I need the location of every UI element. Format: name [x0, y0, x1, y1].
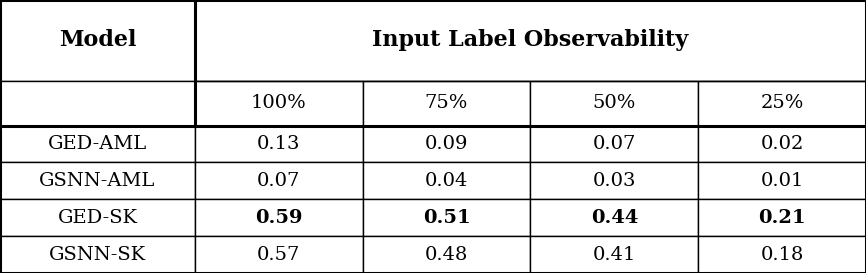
Bar — [530, 236, 698, 273]
Text: 0.01: 0.01 — [760, 172, 804, 190]
Text: Input Label Observability: Input Label Observability — [372, 29, 688, 51]
Bar — [530, 199, 698, 236]
Text: GED-SK: GED-SK — [57, 209, 138, 227]
Bar — [0, 81, 195, 126]
Text: 0.04: 0.04 — [425, 172, 469, 190]
Text: 0.07: 0.07 — [257, 172, 301, 190]
Bar — [195, 0, 866, 81]
Text: 0.02: 0.02 — [760, 135, 804, 153]
Text: 0.41: 0.41 — [592, 246, 636, 263]
Text: 0.03: 0.03 — [592, 172, 636, 190]
Text: Model: Model — [59, 29, 136, 51]
Bar — [363, 199, 530, 236]
Bar — [363, 236, 530, 273]
Bar — [0, 162, 195, 199]
Text: 25%: 25% — [760, 94, 804, 112]
Bar — [530, 162, 698, 199]
Text: GSNN-SK: GSNN-SK — [48, 246, 146, 263]
Text: 50%: 50% — [592, 94, 636, 112]
Bar — [530, 126, 698, 162]
Bar — [530, 81, 698, 126]
Text: 0.57: 0.57 — [257, 246, 301, 263]
Text: 75%: 75% — [425, 94, 469, 112]
Bar — [363, 162, 530, 199]
Bar — [195, 126, 363, 162]
Text: 0.44: 0.44 — [591, 209, 638, 227]
Text: 0.07: 0.07 — [592, 135, 636, 153]
Text: GED-AML: GED-AML — [48, 135, 147, 153]
Bar — [195, 199, 363, 236]
Bar — [0, 199, 195, 236]
Text: 0.18: 0.18 — [760, 246, 804, 263]
Bar — [0, 0, 195, 81]
Bar — [698, 162, 866, 199]
Bar — [195, 162, 363, 199]
Text: GSNN-AML: GSNN-AML — [39, 172, 156, 190]
Text: 0.09: 0.09 — [425, 135, 469, 153]
Bar — [195, 236, 363, 273]
Bar — [363, 126, 530, 162]
Bar — [0, 126, 195, 162]
Text: 0.48: 0.48 — [425, 246, 469, 263]
Bar — [698, 81, 866, 126]
Bar — [0, 236, 195, 273]
Text: 0.21: 0.21 — [759, 209, 806, 227]
Text: 100%: 100% — [251, 94, 307, 112]
Bar — [195, 81, 363, 126]
Bar — [698, 236, 866, 273]
Text: 0.51: 0.51 — [423, 209, 470, 227]
Bar — [698, 126, 866, 162]
Text: 0.59: 0.59 — [255, 209, 302, 227]
Bar — [363, 81, 530, 126]
Text: 0.13: 0.13 — [257, 135, 301, 153]
Bar — [698, 199, 866, 236]
